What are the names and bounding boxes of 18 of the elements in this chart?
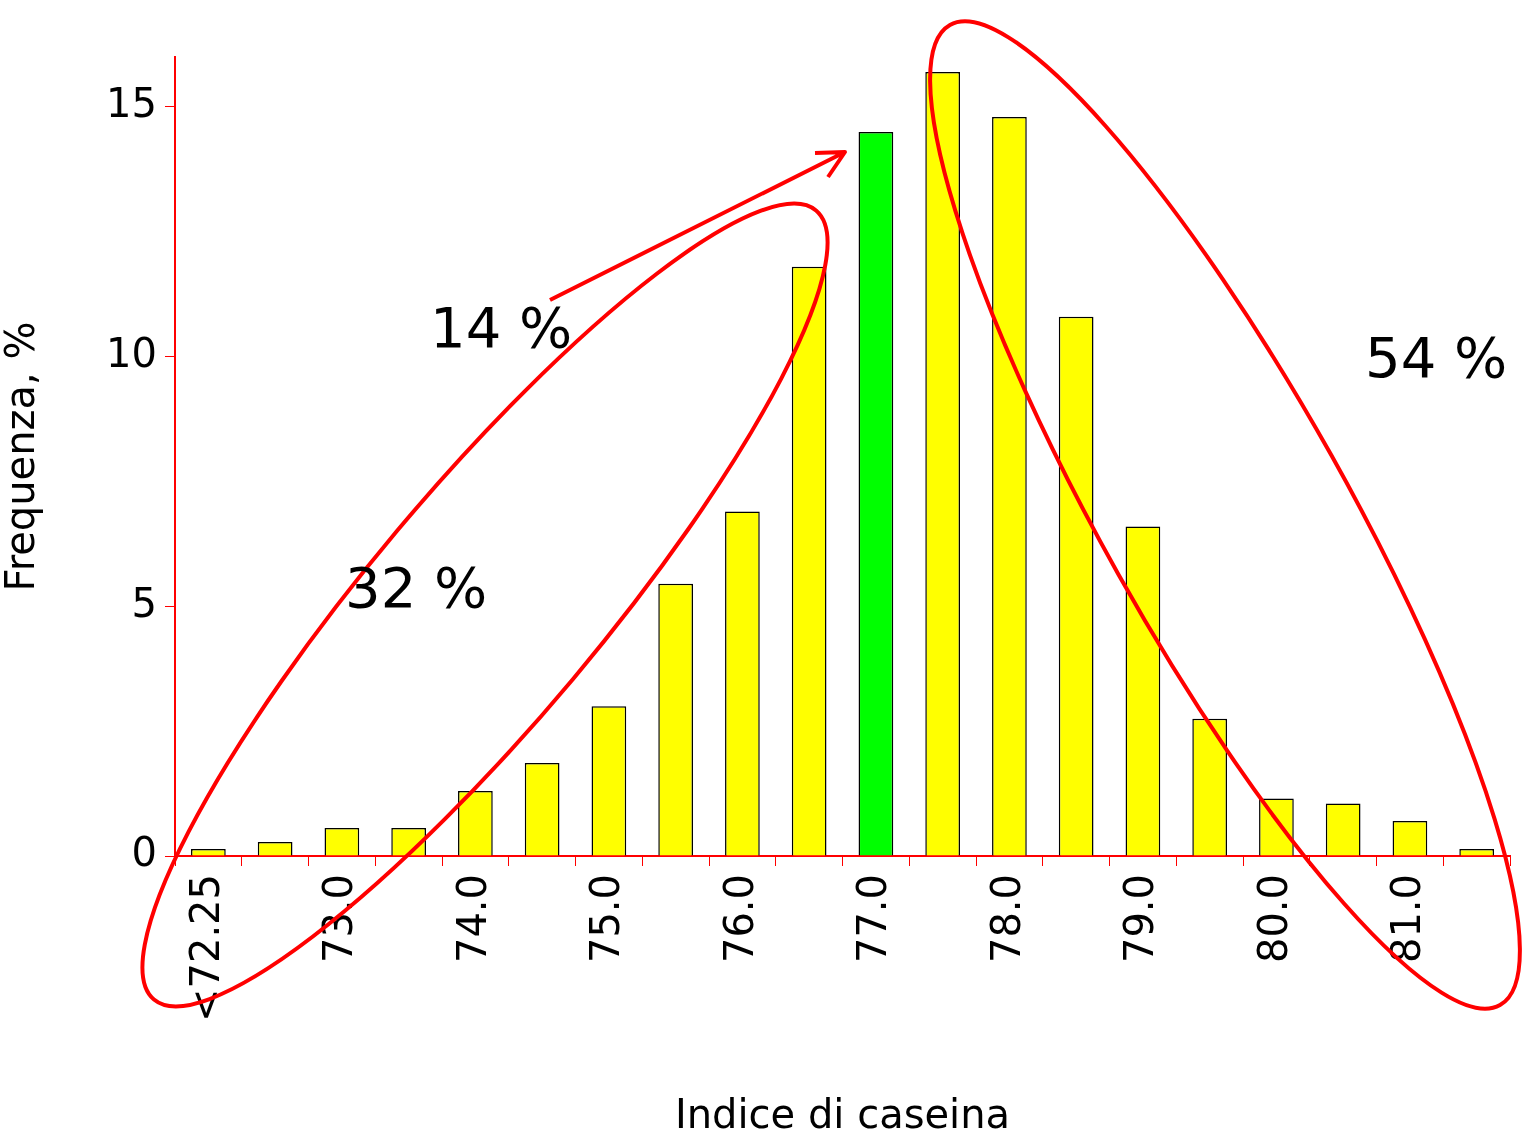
x-tick-label: 76.0 — [715, 874, 762, 964]
x-tick-label: 81.0 — [1383, 874, 1430, 964]
y-axis-title: Frequenza, % — [0, 321, 44, 592]
x-tick-label: 78.0 — [982, 874, 1029, 964]
x-tick-label: 80.0 — [1249, 874, 1296, 964]
x-tick-label: <72.25 — [181, 874, 228, 1023]
x-axis-title: Indice di caseina — [674, 1091, 1011, 1138]
x-tick-label: 75.0 — [582, 874, 629, 964]
x-tick-label: 79.0 — [1116, 874, 1163, 964]
annotation: 32 % — [345, 555, 488, 620]
x-tick-label: 74.0 — [448, 874, 495, 964]
annotation: 14 % — [430, 295, 573, 360]
y-tick-label: 10 — [106, 330, 157, 377]
y-tick-label: 0 — [131, 829, 157, 876]
y-tick-label: 5 — [131, 579, 157, 626]
y-tick-label: 15 — [106, 80, 157, 127]
annotation: 54 % — [1365, 325, 1508, 390]
x-tick-label: 77.0 — [849, 874, 896, 964]
